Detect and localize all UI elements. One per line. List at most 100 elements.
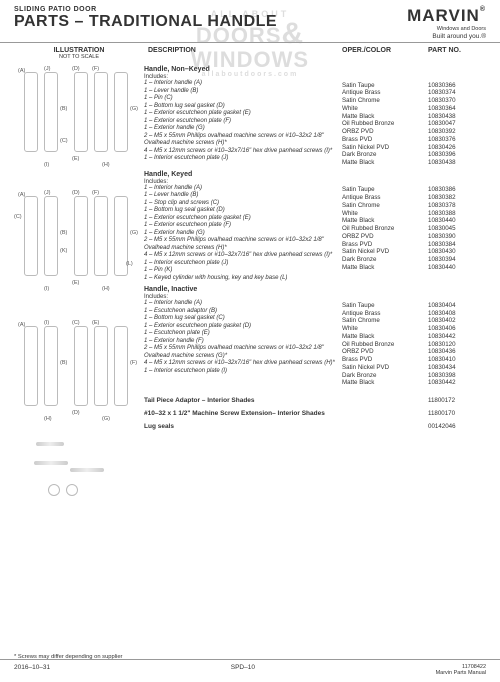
header-left: SLIDING PATIO DOOR PARTS – TRADITIONAL H… [14, 6, 277, 31]
variant-part: 10830440 [428, 264, 486, 272]
wm-main2: WINDOWS [191, 47, 309, 72]
variant-part: 10830388 [428, 210, 486, 218]
variant-part: 10830442 [428, 379, 486, 387]
includes-item: 1 – Exterior escutcheon plate gasket (E) [144, 110, 336, 118]
includes-item: 1 – Interior handle (A) [144, 80, 336, 88]
screw-sketch-1 [34, 461, 68, 465]
variant-part-col: 1083036610830374108303701083036410830438… [428, 66, 486, 167]
includes-list: 1 – Interior handle (A)1 – Lever handle … [144, 80, 336, 163]
spacer [342, 286, 428, 294]
label3-d: (D) [72, 410, 80, 416]
variant-color-col: Satin TaupeAntique BrassSatin ChromeWhit… [342, 66, 428, 167]
includes-item: 1 – Bottom lug seal gasket (C) [144, 315, 336, 323]
variant-color: Antique Brass [342, 194, 428, 202]
variant-part: 10830406 [428, 325, 486, 333]
footer-date: 2016–10–31 [14, 664, 50, 676]
spacer [342, 294, 428, 302]
label2-h: (H) [102, 286, 110, 292]
spacer [342, 179, 428, 187]
brand-tag: Built around you.® [407, 33, 486, 40]
content-row: (A) (J) (B) (C) (D) (E) (F) (G) (I) (H) … [0, 66, 500, 498]
variant-part: 10830404 [428, 302, 486, 310]
variant-part: 10830440 [428, 217, 486, 225]
brand-reg: ® [480, 6, 486, 13]
footer-right: 11708422 Marvin Parts Manual [436, 664, 486, 676]
variant-part: 10830392 [428, 128, 486, 136]
variant-color: White [342, 105, 428, 113]
includes-item: 4 – M5 x 12mm screws or #10–32x7/16" hex… [144, 360, 336, 368]
label2-b: (B) [60, 230, 67, 236]
variant-part: 10830384 [428, 241, 486, 249]
variant-part: 10830120 [428, 341, 486, 349]
label-h: (H) [102, 162, 110, 168]
variant-part: 10830408 [428, 310, 486, 318]
label2-k: (K) [60, 248, 67, 254]
label3-g: (G) [102, 416, 110, 422]
handle-part-e [74, 72, 88, 152]
variant-color: Brass PVD [342, 356, 428, 364]
spacer [342, 410, 428, 417]
variant-color: Satin Nickel PVD [342, 364, 428, 372]
variant-color: Dark Bronze [342, 372, 428, 380]
variant-part: 10830434 [428, 364, 486, 372]
label2-a: (A) [18, 192, 25, 198]
label3-i: (I) [44, 320, 49, 326]
variant-color: Oil Rubbed Bronze [342, 120, 428, 128]
handle2-j [44, 196, 58, 276]
variant-part: 10830047 [428, 120, 486, 128]
variant-part: 10830438 [428, 113, 486, 121]
brand-sub: Windows and Doors [407, 26, 486, 32]
includes-item: 1 – Pin (C) [144, 95, 336, 103]
handle3-d [74, 326, 88, 406]
includes-item: 1 – Keyed cylinder with housing, key and… [144, 275, 336, 283]
spacer [428, 74, 486, 82]
variant-color: Matte Black [342, 333, 428, 341]
lugseal-sketch-1 [48, 484, 60, 496]
label2-l: (L) [126, 261, 133, 267]
variant-part: 10830386 [428, 186, 486, 194]
simple-section-name: Lug seals [144, 423, 342, 430]
variant-color: White [342, 210, 428, 218]
spacer [428, 179, 486, 187]
includes-item: 2 – M5 x 55mm Phillips ovalhead machine … [144, 345, 336, 360]
variant-color-col: Satin TaupeAntique BrassSatin ChromeWhit… [342, 286, 428, 387]
variant-color: Antique Brass [342, 310, 428, 318]
label2-i: (I) [44, 286, 49, 292]
label-f: (F) [92, 66, 99, 72]
variant-part: 10830374 [428, 89, 486, 97]
label-b: (B) [60, 106, 67, 112]
desc-block: Handle, InactiveIncludes:1 – Interior ha… [144, 286, 342, 387]
variant-color: ORBZ PVD [342, 233, 428, 241]
col-illustration: ILLUSTRATION NOT TO SCALE [14, 47, 144, 60]
handle-part-a [24, 72, 38, 152]
variant-color: Matte Black [342, 159, 428, 167]
variant-part: 10830045 [428, 225, 486, 233]
variant-color: Dark Bronze [342, 151, 428, 159]
variant-color: Oil Rubbed Bronze [342, 341, 428, 349]
includes-item: 1 – Exterior escutcheon plate (F) [144, 118, 336, 126]
spacer [428, 66, 486, 74]
label-e: (E) [72, 156, 79, 162]
parts-section: Handle, Non–KeyedIncludes:1 – Interior h… [144, 66, 486, 167]
variant-color: Satin Chrome [342, 317, 428, 325]
includes-list: 1 – Interior handle (A)1 – Escutcheon ad… [144, 300, 336, 375]
simple-section-name: Tail Piece Adaptor – Interior Shades [144, 397, 342, 404]
simple-section-part: 00142046 [428, 423, 486, 430]
includes-item: 1 – Interior escutcheon plate (J) [144, 260, 336, 268]
variant-part: 10830370 [428, 97, 486, 105]
label-i: (I) [44, 162, 49, 168]
label-c: (C) [60, 138, 68, 144]
sections-container: Handle, Non–KeyedIncludes:1 – Interior h… [144, 66, 486, 391]
tailpiece-sketch [36, 442, 64, 446]
col-nts-label: NOT TO SCALE [14, 54, 144, 60]
handle2-f [94, 196, 108, 276]
variant-color: Matte Black [342, 113, 428, 121]
includes-item: 1 – Bottom lug seal gasket (D) [144, 103, 336, 111]
variant-part: 10830426 [428, 144, 486, 152]
variant-part: 10830394 [428, 256, 486, 264]
simple-sections-container: Tail Piece Adaptor – Interior Shades1180… [144, 391, 486, 430]
variant-color: Antique Brass [342, 89, 428, 97]
variant-part: 10830402 [428, 317, 486, 325]
label2-c: (C) [14, 214, 22, 220]
variant-color: Satin Nickel PVD [342, 248, 428, 256]
